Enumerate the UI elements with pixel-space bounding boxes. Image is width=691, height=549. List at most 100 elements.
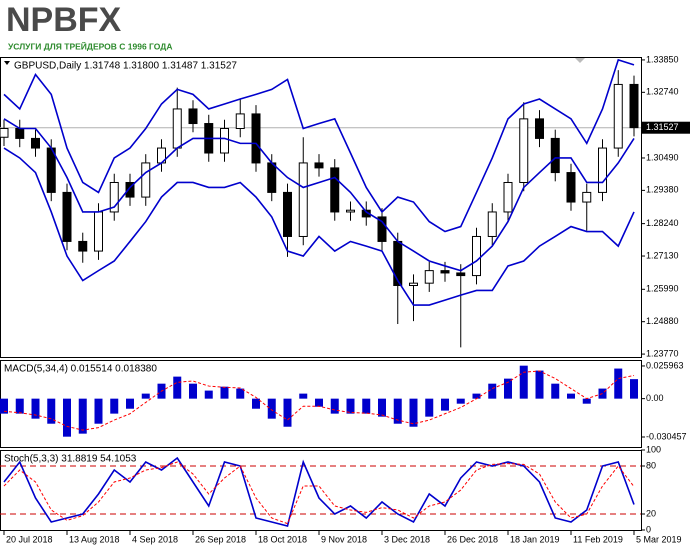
macd-bar — [173, 376, 182, 399]
y-tick-label: 100 — [646, 444, 661, 454]
candle-body — [78, 240, 88, 252]
y-tick-label: 0 — [646, 524, 651, 534]
macd-bar — [567, 393, 575, 399]
macd-bar — [378, 398, 386, 417]
macd-bar — [141, 393, 150, 399]
macd-bar — [204, 390, 213, 399]
candle-body — [235, 113, 245, 129]
y-tick-label: 0.025963 — [646, 360, 684, 370]
candle-body — [487, 211, 497, 237]
candle-body — [298, 162, 308, 237]
y-tick-label: 0.00 — [646, 393, 664, 403]
candle-body — [409, 282, 418, 287]
macd-bar — [582, 398, 591, 404]
y-tick-label: 1.28240 — [646, 218, 679, 228]
macd-bar — [126, 398, 134, 409]
candle-body — [314, 162, 324, 169]
macd-bar — [78, 398, 87, 434]
macd-bar — [236, 388, 245, 399]
candle-body — [267, 162, 277, 193]
y-tick-label: 1.23770 — [646, 348, 679, 358]
macd-bar — [15, 398, 24, 414]
last-price-box — [642, 121, 690, 134]
candle-body — [125, 181, 135, 198]
macd-bar — [31, 398, 40, 419]
candle-body — [15, 127, 25, 139]
macd-bar — [630, 379, 638, 399]
band-line — [3, 147, 635, 306]
macd-bar — [551, 383, 560, 399]
panel-title: Stoch(5,3,3) 31.8819 54.1053 — [4, 454, 137, 465]
candle-body — [251, 113, 261, 164]
candle-body — [519, 118, 529, 183]
candle-body — [550, 137, 560, 174]
y-tick-label: 20 — [646, 508, 656, 518]
y-tick-label: 1.32740 — [646, 87, 679, 97]
x-tick-label: 20 Jul 2018 — [6, 534, 53, 544]
candle-body — [503, 181, 513, 213]
macd-bar — [393, 398, 402, 424]
signal-line — [3, 370, 635, 431]
y-tick-label: 1.24880 — [646, 316, 679, 326]
macd-bar — [252, 398, 260, 409]
candle-body — [31, 137, 40, 149]
candle-body — [346, 209, 355, 213]
x-tick-label: 5 Mar 2019 — [636, 534, 682, 544]
y-tick-label: 1.25990 — [646, 284, 679, 294]
candle-body — [94, 211, 103, 252]
stoch-line — [3, 461, 635, 525]
x-tick-label: 13 Aug 2018 — [69, 534, 120, 544]
macd-bar — [315, 398, 323, 407]
last-price-label: 1.31527 — [646, 122, 679, 132]
shift-marker — [574, 57, 586, 63]
y-tick-label: 1.29380 — [646, 185, 679, 195]
y-tick-label: -0.030457 — [646, 431, 687, 441]
x-tick-label: 26 Sep 2018 — [195, 534, 246, 544]
macd-bar — [488, 383, 497, 399]
y-tick-label: 80 — [646, 460, 656, 470]
macd-bar — [189, 383, 197, 399]
macd-bar — [472, 393, 481, 399]
x-tick-label: 9 Nov 2018 — [321, 534, 367, 544]
macd-bar — [519, 365, 528, 399]
macd-bar — [267, 398, 276, 419]
macd-bar — [409, 398, 418, 427]
tagline: УСЛУГИ ДЛЯ ТРЕЙДЕРОВ С 1996 ГОДА — [8, 40, 172, 51]
macd-bar — [330, 398, 339, 414]
macd-bar — [362, 398, 371, 414]
candle-body — [0, 127, 9, 138]
panel-frame — [0, 450, 642, 531]
y-tick-label: 1.30490 — [646, 152, 679, 162]
candle-body — [566, 172, 576, 203]
x-tick-label: 11 Feb 2019 — [573, 534, 623, 544]
macd-bar — [614, 368, 623, 399]
stoch-line — [3, 456, 635, 527]
candle-body — [172, 108, 182, 149]
macd-bar — [456, 398, 465, 404]
candle-body — [598, 147, 607, 193]
macd-bar — [110, 398, 119, 414]
candle-body — [62, 191, 72, 242]
menu-arrow — [4, 61, 10, 65]
candle-body — [141, 162, 151, 198]
candle-body — [456, 272, 466, 277]
candle-body — [188, 108, 198, 125]
candle-body — [377, 216, 387, 242]
macd-bar — [346, 398, 355, 414]
x-tick-label: 3 Dec 2018 — [384, 534, 430, 544]
macd-bar — [47, 398, 56, 424]
logo: NPBFX — [6, 1, 122, 39]
candle-body — [582, 191, 592, 203]
candle-body — [629, 83, 639, 129]
candle-body — [220, 127, 229, 154]
candle-body — [424, 270, 434, 284]
macd-bar — [299, 393, 308, 399]
band-line — [3, 58, 635, 233]
panel-frame — [0, 57, 642, 358]
x-tick-label: 26 Dec 2018 — [447, 534, 498, 544]
panel-title: MACD(5,34,4) 0.015514 0.018380 — [4, 364, 157, 375]
macd-bar — [425, 398, 434, 417]
candle-body — [440, 270, 450, 274]
candle-body — [109, 181, 119, 213]
